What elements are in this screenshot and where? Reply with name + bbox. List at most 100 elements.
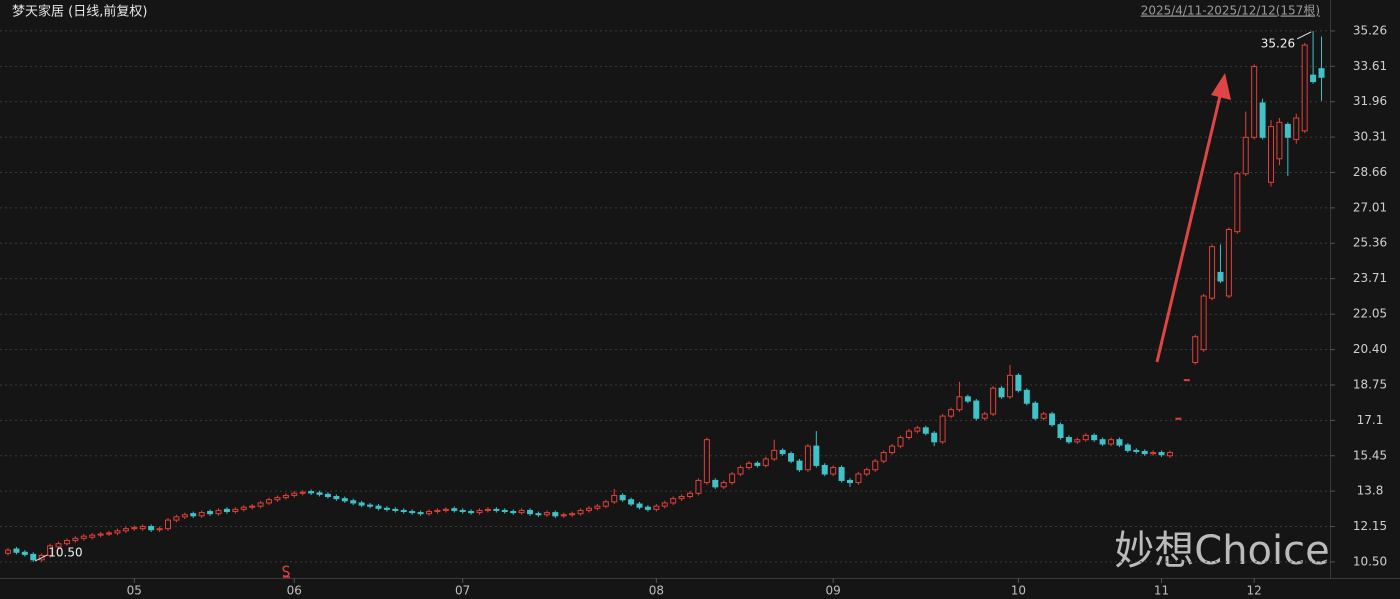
candle-body xyxy=(863,469,870,475)
candle-body xyxy=(63,539,70,545)
candle-body xyxy=(905,430,912,439)
candle-body xyxy=(47,545,54,556)
candle-body xyxy=(1057,424,1064,439)
candle-body xyxy=(89,534,96,538)
candle-body xyxy=(695,479,702,494)
y-tick-label: 27.01 xyxy=(1353,200,1387,214)
candle-body xyxy=(594,505,601,509)
candle-body xyxy=(1310,74,1317,83)
candle-body xyxy=(720,482,727,488)
candle-body xyxy=(257,502,264,507)
candle-body xyxy=(973,400,980,419)
candle-body xyxy=(299,491,306,494)
candle-body xyxy=(308,491,315,494)
candle-body xyxy=(889,445,896,454)
candle-body xyxy=(644,506,651,510)
date-range[interactable]: 2025/4/11-2025/12/12(157根) xyxy=(1141,4,1320,18)
candle-body xyxy=(383,507,390,510)
candle-body xyxy=(476,509,483,514)
candle-body xyxy=(897,437,904,447)
candle-body xyxy=(1108,439,1115,445)
candle-body xyxy=(981,413,988,419)
x-tick-label: 11 xyxy=(1154,584,1169,598)
candle-body xyxy=(1124,444,1131,451)
candle-body xyxy=(223,508,230,513)
y-tick-label: 18.75 xyxy=(1353,377,1387,391)
candle-body xyxy=(1074,439,1081,443)
candle-body xyxy=(1242,136,1249,175)
candle-body xyxy=(442,508,449,511)
candle-body xyxy=(619,494,626,501)
candle-body xyxy=(451,508,458,511)
candle-body xyxy=(333,496,340,500)
candle-body xyxy=(350,500,357,504)
candle-body xyxy=(468,511,475,514)
candle-body xyxy=(1183,379,1190,382)
trend-arrow xyxy=(1155,73,1231,363)
candle-body xyxy=(392,508,399,511)
candle-body xyxy=(324,493,331,498)
candle-body xyxy=(1158,452,1165,456)
candle-body xyxy=(80,535,87,539)
candle-body xyxy=(611,494,618,503)
candle-body xyxy=(880,452,887,462)
candle-body xyxy=(1023,389,1030,404)
candles xyxy=(5,30,1325,562)
candle-body xyxy=(274,497,281,501)
candle-body xyxy=(1209,246,1216,299)
x-tick-label: 05 xyxy=(127,584,142,598)
candle-body xyxy=(560,514,567,517)
candle-body xyxy=(1166,452,1173,457)
candle-body xyxy=(207,511,214,515)
candle-body xyxy=(5,549,11,554)
candle-body xyxy=(636,503,643,508)
candle-body xyxy=(459,509,466,513)
signal-s xyxy=(282,565,290,577)
y-tick-label: 23.71 xyxy=(1353,271,1387,285)
candle-body xyxy=(847,479,853,484)
candle-body xyxy=(737,467,744,475)
candle-body xyxy=(1217,271,1224,282)
candle-body xyxy=(1049,413,1056,426)
candle-body xyxy=(1251,66,1258,138)
candle-body xyxy=(964,396,971,402)
candle-body xyxy=(400,509,407,513)
candle-body xyxy=(1099,439,1106,445)
candle-body xyxy=(181,514,188,518)
min-pointer xyxy=(35,554,48,562)
candle-body xyxy=(417,512,424,515)
candle-body xyxy=(122,528,129,532)
candle-body xyxy=(754,462,761,466)
y-tick-label: 20.40 xyxy=(1353,342,1387,356)
y-tick-label: 22.05 xyxy=(1353,307,1387,321)
candle-body xyxy=(1225,229,1232,297)
x-tick-label: 12 xyxy=(1247,584,1262,598)
candle-body xyxy=(577,509,584,515)
y-tick-label: 31.96 xyxy=(1353,94,1387,108)
candle-body xyxy=(914,427,921,432)
candle-body xyxy=(788,453,795,462)
candle-body xyxy=(1192,336,1199,363)
candle-body xyxy=(703,439,710,484)
candle-body xyxy=(518,509,525,514)
y-tick-label: 17.1 xyxy=(1357,413,1384,427)
x-tick-label: 07 xyxy=(455,584,470,598)
candle-body xyxy=(543,512,550,516)
y-tick-label: 35.26 xyxy=(1353,23,1387,37)
y-tick-label: 15.45 xyxy=(1353,448,1387,462)
candle-body xyxy=(232,508,239,513)
candle-body xyxy=(1318,68,1325,78)
candle-body xyxy=(661,502,668,507)
arrow-head xyxy=(1211,73,1231,100)
candle-body xyxy=(569,513,576,516)
candle-body xyxy=(1276,121,1283,160)
candle-body xyxy=(215,509,222,515)
candle-body xyxy=(855,473,862,484)
candle-body xyxy=(493,508,500,511)
min-label: 10.50 xyxy=(48,545,82,559)
candle-body xyxy=(1040,413,1047,419)
y-tick-label: 12.15 xyxy=(1353,519,1387,533)
